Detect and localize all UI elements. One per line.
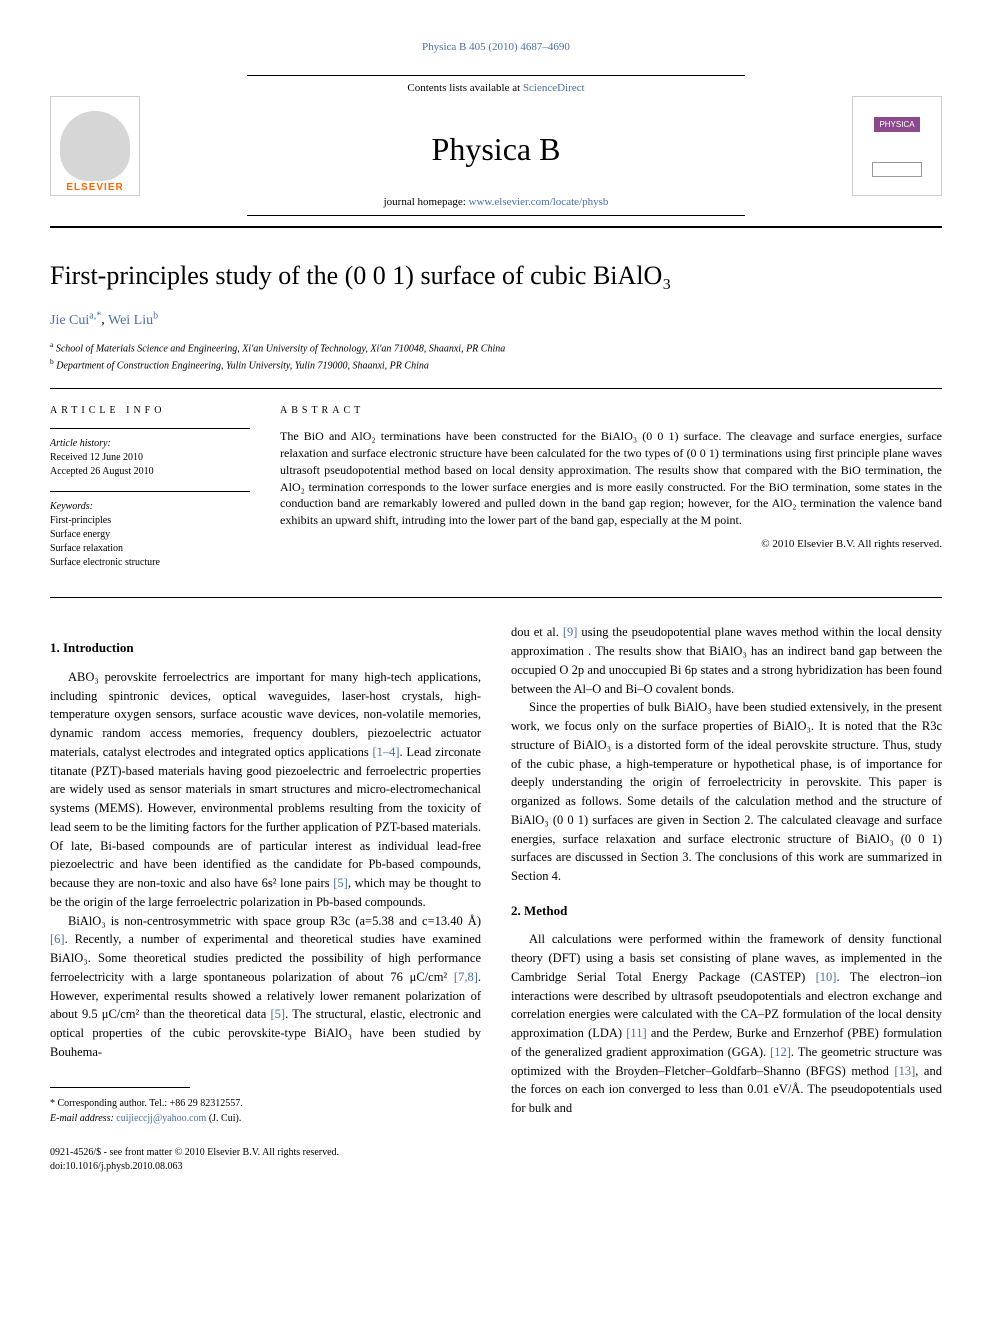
history-block: Article history: Received 12 June 2010 A…	[50, 428, 250, 479]
email-label: E-mail address:	[50, 1113, 116, 1124]
homepage-link[interactable]: www.elsevier.com/locate/physb	[469, 196, 609, 208]
affiliation-b-text: Department of Construction Engineering, …	[56, 360, 429, 371]
intro-p4: Since the properties of bulk BiAlO₃ have…	[511, 698, 942, 886]
sciencedirect-link[interactable]: ScienceDirect	[523, 82, 585, 94]
keywords-block: Keywords: First-principles Surface energ…	[50, 491, 250, 570]
journal-reference: Physica B 405 (2010) 4687–4690	[50, 40, 942, 55]
journal-ref-name: Physica B	[422, 41, 466, 53]
footer-doi: doi:10.1016/j.physb.2010.08.063	[50, 1160, 481, 1174]
contents-line: Contents lists available at ScienceDirec…	[247, 75, 745, 96]
journal-ref-pages: 405 (2010) 4687–4690	[469, 41, 570, 53]
right-column: dou et al. [9] using the pseudopotential…	[511, 623, 942, 1173]
keyword-4: Surface electronic structure	[50, 556, 250, 570]
article-title: First-principles study of the (0 0 1) su…	[50, 258, 942, 294]
abstract-copyright: © 2010 Elsevier B.V. All rights reserved…	[280, 537, 942, 552]
intro-p3: dou et al. [9] using the pseudopotential…	[511, 623, 942, 698]
p1b-text: . Lead zirconate titanate (PZT)-based ma…	[50, 745, 481, 890]
journal-cover-thumbnail[interactable]: PHYSICA	[852, 96, 942, 196]
author-2-aff: b	[153, 310, 158, 321]
footer-copyright: 0921-4526/$ - see front matter © 2010 El…	[50, 1146, 481, 1160]
abstract-text: The BiO and AlO₂ terminations have been …	[280, 428, 942, 529]
authors: Jie Cuia,*, Wei Liub	[50, 309, 942, 330]
ref-9[interactable]: [9]	[563, 625, 578, 639]
ref-10[interactable]: [10]	[816, 970, 837, 984]
masthead-center: Contents lists available at ScienceDirec…	[140, 75, 852, 216]
keyword-3: Surface relaxation	[50, 542, 250, 556]
p2b-text: . Recently, a number of experimental and…	[50, 932, 481, 984]
cover-physica-badge: PHYSICA	[874, 117, 919, 132]
article-info: ARTICLE INFO Article history: Received 1…	[50, 404, 250, 582]
homepage-label: journal homepage:	[384, 196, 469, 208]
info-abstract-block: ARTICLE INFO Article history: Received 1…	[50, 388, 942, 598]
homepage-line: journal homepage: www.elsevier.com/locat…	[247, 195, 745, 216]
contents-label: Contents lists available at	[407, 82, 522, 94]
p2a-text: BiAlO₃ is non-centrosymmetric with space…	[68, 914, 481, 928]
method-p1: All calculations were performed within t…	[511, 930, 942, 1118]
author-2[interactable]: Wei Liub	[108, 313, 158, 328]
footnote-separator	[50, 1087, 190, 1088]
affiliations: a School of Materials Science and Engine…	[50, 339, 942, 374]
article-info-label: ARTICLE INFO	[50, 404, 250, 418]
abstract-label: ABSTRACT	[280, 404, 942, 418]
ref-5[interactable]: [5]	[333, 876, 348, 890]
email-link[interactable]: cuijieccjj@yahoo.com	[116, 1113, 206, 1124]
elsevier-logo[interactable]: ELSEVIER	[50, 96, 140, 196]
left-column: 1. Introduction ABO₃ perovskite ferroele…	[50, 623, 481, 1173]
author-1-corr: *	[96, 310, 101, 321]
ref-13[interactable]: [13]	[894, 1064, 915, 1078]
footer: 0921-4526/$ - see front matter © 2010 El…	[50, 1146, 481, 1174]
journal-ref-link[interactable]: Physica B 405 (2010) 4687–4690	[422, 41, 570, 53]
keyword-1: First-principles	[50, 514, 250, 528]
ref-6[interactable]: [6]	[50, 932, 65, 946]
journal-title: Physica B	[140, 127, 852, 172]
abstract: ABSTRACT The BiO and AlO₂ terminations h…	[280, 404, 942, 582]
author-1-name: Jie Cui	[50, 313, 89, 328]
keywords-label: Keywords:	[50, 500, 250, 514]
author-1[interactable]: Jie Cuia,*	[50, 313, 101, 328]
corresponding-author: * Corresponding author. Tel.: +86 29 823…	[50, 1096, 481, 1111]
author-2-name: Wei Liu	[108, 313, 153, 328]
affiliation-b: b Department of Construction Engineering…	[50, 356, 942, 373]
footnote-block: * Corresponding author. Tel.: +86 29 823…	[50, 1096, 481, 1126]
p3a-text: dou et al.	[511, 625, 563, 639]
ref-7-8[interactable]: [7,8]	[454, 970, 478, 984]
email-suffix: (J. Cui).	[206, 1113, 241, 1124]
intro-p2: BiAlO₃ is non-centrosymmetric with space…	[50, 912, 481, 1062]
ref-12[interactable]: [12]	[770, 1045, 791, 1059]
method-heading: 2. Method	[511, 901, 942, 921]
received-date: Received 12 June 2010	[50, 451, 250, 465]
affiliation-a: a School of Materials Science and Engine…	[50, 339, 942, 356]
intro-heading: 1. Introduction	[50, 638, 481, 658]
email-line: E-mail address: cuijieccjj@yahoo.com (J.…	[50, 1111, 481, 1126]
elsevier-text: ELSEVIER	[66, 181, 123, 195]
elsevier-tree-icon	[60, 111, 130, 181]
ref-11[interactable]: [11]	[626, 1026, 646, 1040]
masthead: ELSEVIER Contents lists available at Sci…	[50, 70, 942, 228]
keyword-2: Surface energy	[50, 528, 250, 542]
page: Physica B 405 (2010) 4687–4690 ELSEVIER …	[0, 0, 992, 1214]
body-columns: 1. Introduction ABO₃ perovskite ferroele…	[50, 623, 942, 1173]
history-label: Article history:	[50, 437, 250, 451]
intro-p1: ABO₃ perovskite ferroelectrics are impor…	[50, 668, 481, 912]
ref-5b[interactable]: [5]	[271, 1007, 286, 1021]
cover-box-icon	[872, 162, 922, 177]
ref-1-4[interactable]: [1–4]	[372, 745, 399, 759]
affiliation-a-text: School of Materials Science and Engineer…	[56, 343, 505, 354]
accepted-date: Accepted 26 August 2010	[50, 465, 250, 479]
